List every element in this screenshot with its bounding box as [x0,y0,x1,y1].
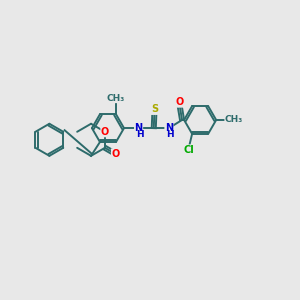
Text: O: O [176,97,184,107]
Text: H: H [136,130,144,139]
Text: CH₃: CH₃ [225,116,243,124]
Text: CH₃: CH₃ [107,94,125,103]
Text: O: O [111,149,120,159]
Text: N: N [165,123,173,133]
Text: H: H [167,130,174,139]
Text: Cl: Cl [184,145,195,155]
Text: N: N [134,123,143,133]
Text: O: O [101,127,109,137]
Text: S: S [151,104,158,115]
